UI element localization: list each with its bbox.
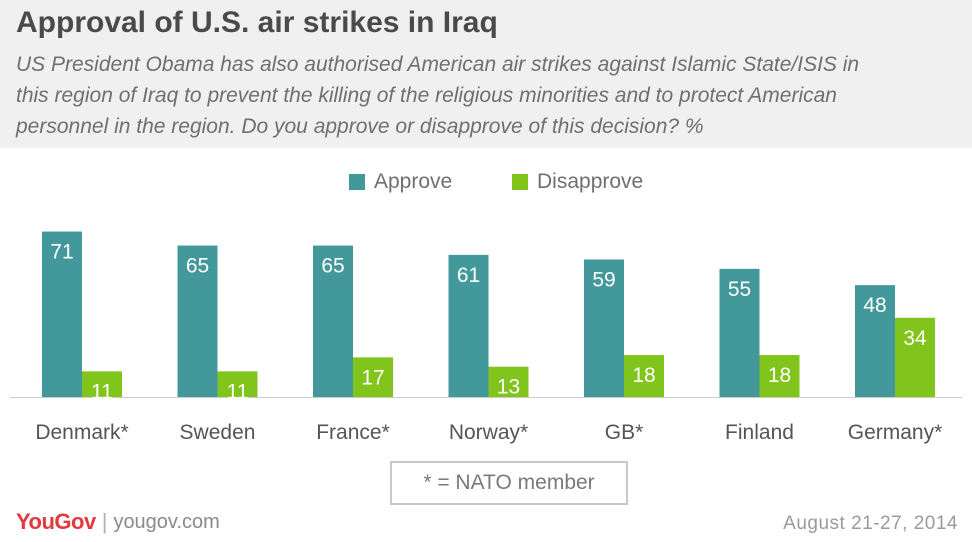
bar-approve-germany xyxy=(855,285,895,397)
data-label-disapprove-france: 17 xyxy=(361,366,384,389)
data-label-disapprove-germany: 34 xyxy=(903,327,927,350)
logo-wordmark: YouGov xyxy=(16,509,96,534)
bar-disapprove-norway xyxy=(488,366,529,397)
data-label-disapprove-gb: 18 xyxy=(632,364,655,387)
bar-disapprove-finland xyxy=(759,355,800,397)
logo-site: yougov.com xyxy=(113,510,220,533)
bar-approve-finland xyxy=(719,268,760,397)
data-label-disapprove-sweden: 11 xyxy=(227,380,249,403)
subtitle-line-3: personnel in the region. Do you approve … xyxy=(16,115,704,138)
subtitle-line-1: US President Obama has also authorised A… xyxy=(16,53,860,76)
legend-swatch-disapprove xyxy=(512,174,528,190)
data-label-approve-germany: 48 xyxy=(863,294,886,317)
bar-approve-gb xyxy=(584,259,624,397)
data-label-disapprove-norway: 13 xyxy=(497,376,520,399)
bar-approve-norway xyxy=(448,254,489,397)
x-tick-label-france: France* xyxy=(316,421,390,444)
bar-approve-sweden xyxy=(177,245,218,397)
legend-item-disapprove: Disapprove xyxy=(512,170,643,194)
bar-disapprove-germany xyxy=(895,317,935,397)
legend-label-disapprove: Disapprove xyxy=(537,170,644,193)
logo-separator: | xyxy=(101,509,108,534)
header-panel: Approval of U.S. air strikes in Iraq US … xyxy=(0,0,972,148)
chart-legend: Approve Disapprove xyxy=(0,170,972,196)
nato-footnote-box: * = NATO member xyxy=(390,461,628,505)
data-label-approve-gb: 59 xyxy=(592,269,615,292)
x-tick-label-germany: Germany* xyxy=(848,421,943,444)
x-tick-label-denmark: Denmark* xyxy=(35,421,128,444)
legend-item-approve: Approve xyxy=(349,170,452,194)
chart-subtitle: US President Obama has also authorised A… xyxy=(16,49,966,142)
bar-approve-france xyxy=(313,245,353,397)
subtitle-line-2: this region of Iraq to prevent the killi… xyxy=(16,84,837,107)
nato-footnote-text: * = NATO member xyxy=(423,471,595,494)
legend-label-approve: Approve xyxy=(374,170,453,193)
bar-disapprove-sweden xyxy=(217,371,258,397)
bar-approve-denmark xyxy=(42,231,82,397)
x-tick-label-gb: GB* xyxy=(605,421,644,444)
bar-disapprove-gb xyxy=(624,355,664,397)
data-label-disapprove-denmark: 11 xyxy=(91,380,113,403)
data-label-approve-norway: 61 xyxy=(457,264,480,287)
data-label-approve-denmark: 71 xyxy=(50,241,73,264)
survey-date: August 21-27, 2014 xyxy=(783,513,958,534)
x-tick-label-sweden: Sweden xyxy=(180,421,256,444)
bar-disapprove-denmark xyxy=(82,371,122,397)
data-label-approve-france: 65 xyxy=(321,255,344,278)
data-label-disapprove-finland: 18 xyxy=(768,364,791,387)
yougov-logo: YouGov | yougov.com xyxy=(16,509,220,535)
data-label-approve-sweden: 65 xyxy=(186,255,209,278)
legend-swatch-approve xyxy=(349,174,365,190)
data-label-approve-finland: 55 xyxy=(728,278,751,301)
x-tick-label-finland: Finland xyxy=(725,421,794,444)
bar-disapprove-france xyxy=(353,357,393,397)
x-tick-label-norway: Norway* xyxy=(449,421,528,444)
chart-title: Approval of U.S. air strikes in Iraq xyxy=(16,6,498,39)
